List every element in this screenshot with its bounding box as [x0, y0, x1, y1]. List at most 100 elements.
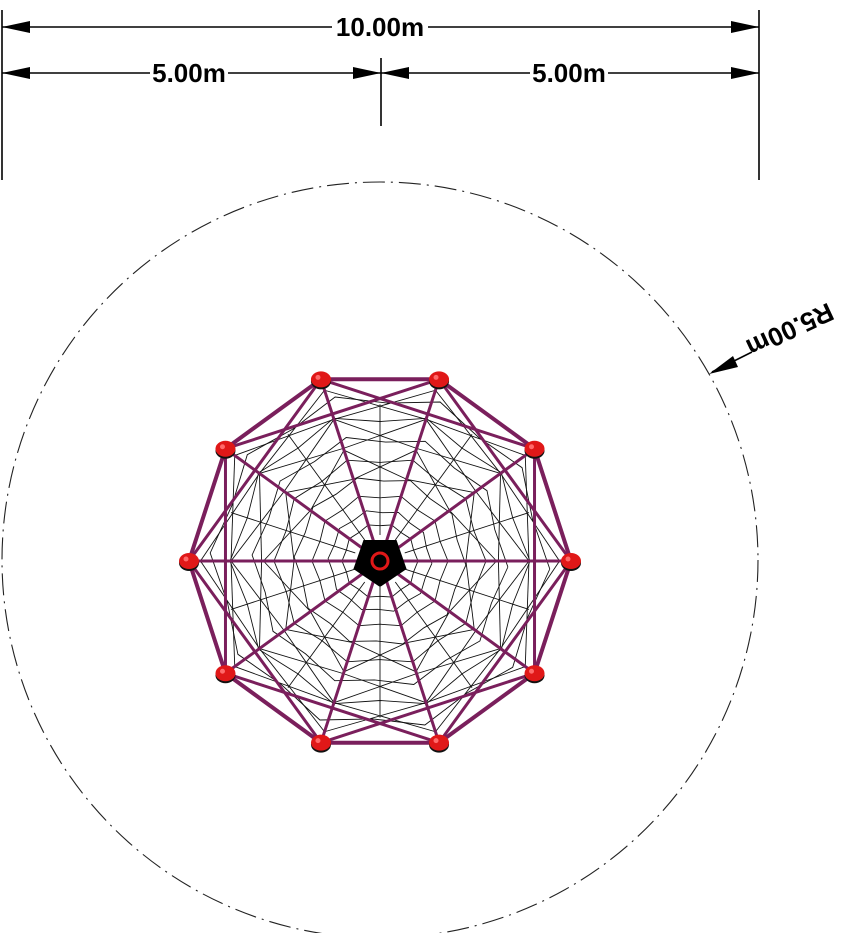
net-cross-rope [500, 473, 560, 562]
net-cross-rope [425, 630, 477, 703]
post-connector [429, 734, 450, 751]
frame-spoke [378, 447, 537, 563]
frame-spoke [223, 447, 382, 563]
hub-ring [370, 551, 390, 571]
net-cross-rope [310, 611, 345, 673]
dimension-annotations: 10.00m 5.00m 5.00m R5.00m [1, 10, 838, 374]
net-cross-rope [343, 449, 407, 480]
net-cross-rope [263, 560, 311, 612]
net-radial-rope [230, 568, 356, 610]
net-cross-rope [283, 630, 335, 703]
post-connector [524, 440, 545, 457]
frame-spoke [378, 559, 441, 745]
net-cross-rope [425, 666, 526, 704]
net-cross-rope [425, 419, 477, 492]
net-ring-rope [293, 477, 467, 645]
net-cross-rope [415, 611, 450, 673]
center-hub [353, 540, 407, 587]
net-radial-rope [404, 512, 530, 554]
net-cross-rope [230, 560, 285, 631]
net-cross-rope [259, 473, 263, 562]
net-radial-rope [287, 434, 366, 541]
overall-width-label: 10.00m [336, 12, 424, 42]
frame-spoke [319, 377, 382, 563]
post-connector [524, 665, 545, 682]
net-cross-rope [283, 419, 335, 492]
net-cross-rope [343, 642, 407, 673]
net-cross-rope [310, 449, 345, 511]
net-cross-rope [234, 418, 335, 456]
net-cross-rope [449, 510, 497, 562]
post-connectors [179, 371, 581, 753]
post-connector [310, 734, 331, 751]
radius-dimension: R5.00m [709, 297, 838, 374]
post-connector [179, 553, 199, 569]
net-cross-rope [435, 389, 501, 474]
frame-spoke [319, 559, 382, 745]
net-cross-rope [353, 449, 417, 480]
radius-label: R5.00m [742, 297, 839, 363]
net-radial-rope [404, 568, 530, 610]
net-cross-rope [324, 702, 427, 733]
post-connector [561, 553, 581, 569]
net-cross-rope [353, 642, 417, 673]
net-cross-rope [524, 560, 530, 667]
net-radial-rope [287, 581, 366, 688]
net-ring-rope [327, 510, 433, 612]
net-cross-rope [475, 491, 530, 562]
net-radial-rope [230, 512, 356, 554]
post-highlight [529, 668, 535, 674]
post-connector [429, 371, 450, 388]
net-cross-rope [200, 473, 260, 562]
net-cross-rope [259, 447, 344, 474]
net-cross-rope [343, 418, 427, 449]
frame-spoke [378, 377, 441, 563]
hub-plate [353, 540, 407, 587]
net-cross-rope [285, 560, 295, 630]
net-cross-rope [259, 389, 325, 474]
net-cross-rope [497, 560, 501, 649]
post-highlight [433, 738, 439, 744]
net-cross-rope [343, 673, 427, 704]
post-highlight [219, 444, 225, 450]
net-cross-rope [285, 629, 354, 644]
left-half-dimension: 5.00m [2, 58, 381, 88]
net-cross-rope [324, 389, 427, 420]
net-cross-rope [406, 629, 475, 644]
frame-spoke [223, 559, 382, 675]
net-cross-rope [333, 418, 417, 449]
net-cross-rope [285, 478, 354, 493]
net-cross-rope [333, 389, 436, 420]
net-cross-rope [200, 560, 260, 649]
net-cross-rope [465, 560, 475, 630]
post-highlight [183, 556, 189, 562]
net-cross-rope [415, 449, 450, 511]
net-radial-rope [394, 581, 473, 688]
net-cross-rope [230, 560, 236, 667]
right-half-label: 5.00m [532, 58, 606, 88]
left-half-label: 5.00m [152, 58, 226, 88]
post-highlight [529, 444, 535, 450]
net-cross-rope [406, 478, 475, 493]
net-cross-rope [333, 673, 417, 704]
net-cross-rope [234, 666, 335, 704]
post-highlight [219, 668, 225, 674]
net-cross-rope [435, 648, 501, 733]
net-cross-rope [465, 492, 475, 562]
net-radial-rope [394, 434, 473, 541]
post-highlight [315, 738, 321, 744]
post-highlight [315, 374, 321, 380]
net-cross-rope [230, 491, 285, 562]
net-cross-rope [259, 648, 344, 675]
post-connector [310, 371, 331, 388]
right-half-dimension: 5.00m [381, 58, 759, 88]
net-cross-rope [263, 510, 311, 562]
net-cross-rope [230, 455, 236, 562]
net-cross-rope [524, 455, 530, 562]
overall-width-dimension: 10.00m [2, 12, 759, 42]
net-cross-rope [416, 447, 501, 474]
net-cross-rope [497, 473, 501, 562]
post-highlight [565, 556, 571, 562]
net-cross-rope [500, 560, 560, 649]
